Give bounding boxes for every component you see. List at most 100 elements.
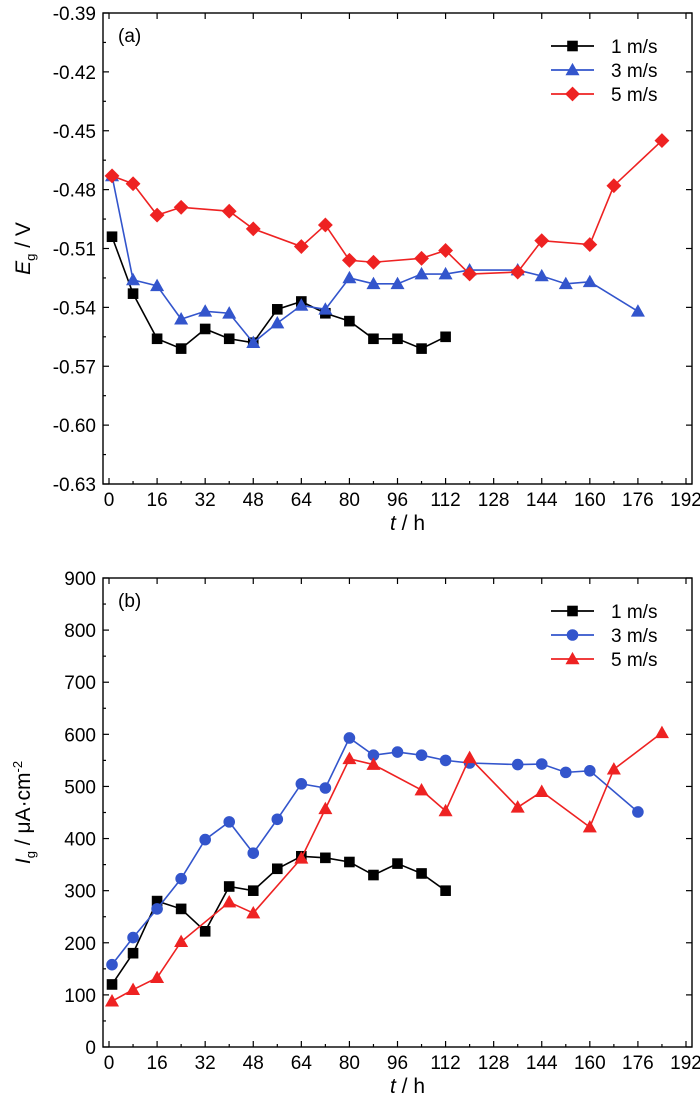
x-tick-label: 32 (195, 1053, 216, 1074)
data-point (654, 725, 669, 739)
data-point (174, 934, 189, 948)
y-tick-label: 900 (64, 569, 96, 590)
data-point (344, 315, 355, 327)
data-point (149, 207, 165, 223)
data-point (105, 994, 120, 1007)
data-point (222, 895, 237, 908)
legend-label: 5 m/s (611, 650, 657, 671)
data-point (126, 982, 141, 995)
data-point (125, 176, 141, 192)
y-tick-label: -0.57 (53, 357, 96, 378)
legend-label: 5 m/s (611, 85, 657, 106)
x-tick-label: 176 (622, 1053, 654, 1074)
y-tick-label: -0.60 (53, 416, 96, 437)
legend-label: 1 m/s (611, 37, 657, 58)
data-point (366, 757, 381, 770)
data-point (630, 304, 645, 317)
panel-label: (a) (118, 26, 141, 47)
plot-frame (102, 12, 693, 485)
data-point (341, 252, 357, 268)
legend-marker (565, 651, 580, 665)
data-point (271, 863, 283, 875)
legend-entry: 1 m/s (551, 602, 657, 623)
x-tick-label: 16 (147, 1053, 168, 1074)
x-tick-label: 144 (526, 1053, 558, 1074)
data-point (534, 233, 550, 249)
data-point (294, 298, 309, 311)
data-point (654, 133, 670, 148)
legend-entry: 1 m/s (551, 37, 657, 58)
plot-frame (102, 577, 693, 1048)
data-point (106, 231, 118, 243)
data-point (151, 333, 163, 345)
data-point (246, 905, 261, 919)
x-tick-label: 176 (622, 490, 654, 511)
data-point (127, 931, 139, 944)
x-tick-label: 160 (574, 490, 606, 511)
data-point (174, 312, 189, 325)
data-point (559, 766, 572, 779)
legend-entry: 3 m/s (551, 626, 657, 647)
series-3-m-s (105, 168, 645, 349)
data-point (582, 819, 597, 833)
data-point (415, 749, 428, 761)
data-point (270, 315, 285, 329)
legend-entry: 5 m/s (551, 85, 657, 106)
x-tick-label: 80 (339, 1053, 360, 1074)
y-tick-label: 200 (64, 934, 96, 955)
data-point (151, 903, 163, 915)
data-point (440, 331, 451, 343)
data-point (106, 958, 118, 971)
series-line (111, 855, 447, 985)
data-point (175, 872, 187, 885)
x-tick-label: 160 (574, 1053, 606, 1074)
series-3-m-s (106, 732, 644, 971)
data-point (558, 276, 573, 290)
series-5-m-s (105, 725, 669, 1007)
y-tick-label: -0.45 (53, 122, 96, 143)
data-point (221, 203, 237, 219)
legend-marker (565, 86, 580, 102)
y-tick-label: -0.54 (53, 298, 97, 319)
data-point (534, 268, 549, 282)
x-tick-label: 192 (670, 1053, 700, 1074)
data-point (392, 858, 403, 869)
data-point (414, 782, 429, 796)
data-point (438, 243, 454, 258)
data-point (199, 926, 211, 937)
data-point (126, 272, 141, 286)
y-tick-label: -0.63 (53, 475, 96, 496)
data-point (535, 758, 548, 770)
legend-marker (566, 629, 579, 641)
data-point (175, 903, 187, 915)
data-point (106, 979, 118, 990)
data-point (247, 847, 260, 859)
data-point (173, 199, 189, 215)
data-point (175, 343, 187, 354)
x-tick-label: 64 (291, 1053, 313, 1074)
data-point (414, 266, 429, 280)
x-axis-label: t / h (390, 512, 425, 535)
x-tick-label: 96 (387, 1053, 408, 1074)
data-point (198, 304, 213, 317)
data-point (150, 278, 165, 292)
data-point (462, 750, 477, 764)
x-tick-label: 48 (243, 1053, 264, 1074)
data-point (390, 276, 405, 290)
data-point (342, 270, 357, 284)
data-point (368, 869, 379, 881)
data-point (606, 178, 622, 194)
data-point (245, 221, 261, 237)
y-tick-label: 700 (64, 673, 96, 694)
legend-marker (567, 40, 578, 52)
y-tick-label: 300 (64, 882, 96, 903)
data-point (295, 778, 308, 790)
data-point (294, 851, 309, 864)
data-point (510, 264, 526, 280)
data-point (416, 343, 427, 354)
series-line (111, 139, 663, 275)
y-tick-label: -0.51 (53, 240, 96, 261)
x-tick-label: 128 (478, 1053, 510, 1074)
data-point (199, 833, 211, 846)
data-point (534, 784, 549, 797)
